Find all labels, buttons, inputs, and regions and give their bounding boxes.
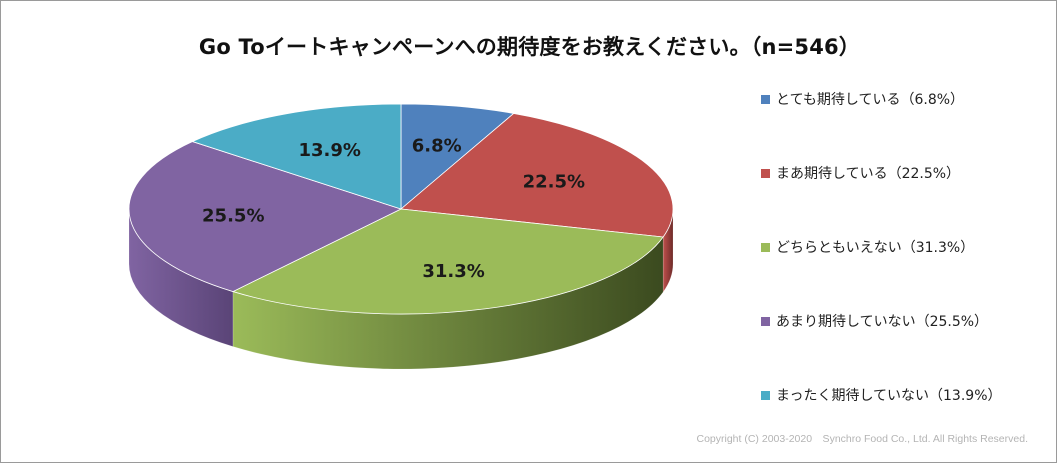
data-label-3: 25.5%: [202, 206, 264, 227]
legend-item-2: どちらともいえない（31.3%）: [761, 235, 1053, 259]
pie-slice-4: [191, 103, 402, 210]
legend-swatch: [761, 168, 770, 178]
legend-item-3: あまり期待していない（25.5%）: [761, 309, 1053, 333]
legend-swatch: [761, 316, 770, 326]
data-label-0: 6.8%: [412, 135, 462, 156]
legend-item-0: とても期待している（6.8%）: [761, 87, 1053, 111]
legend-item-1: まあ期待している（22.5%）: [761, 161, 1053, 185]
data-label-2: 31.3%: [422, 261, 484, 282]
legend-label: まったく期待していない（13.9%）: [776, 388, 1002, 404]
legend: とても期待している（6.8%） まあ期待している（22.5%） どちらともいえない（…: [761, 87, 1053, 457]
legend-label: とても期待している（6.8%）: [776, 92, 965, 108]
chart-title: Go Toイートキャンペーンへの期待度をお教えください。（n=546）: [198, 35, 861, 59]
legend-label: どちらともいえない（31.3%）: [776, 240, 975, 256]
data-label-1: 22.5%: [523, 171, 585, 192]
legend-item-4: まったく期待していない（13.9%）: [761, 383, 1053, 407]
legend-swatch: [761, 390, 770, 400]
data-label-4: 13.9%: [298, 140, 360, 161]
pie-slice-3: [128, 141, 403, 292]
pie-slice-0: [400, 103, 515, 210]
copyright-text: Copyright (C) 2003-2020 Synchro Food Co.…: [696, 433, 1029, 445]
pie-slice-2: [231, 208, 664, 315]
legend-swatch: [761, 94, 770, 104]
legend-swatch: [761, 242, 770, 252]
legend-label: まあ期待している（22.5%）: [776, 166, 961, 182]
pie-slice-1: [400, 113, 674, 238]
legend-label: あまり期待していない（25.5%）: [776, 314, 989, 330]
